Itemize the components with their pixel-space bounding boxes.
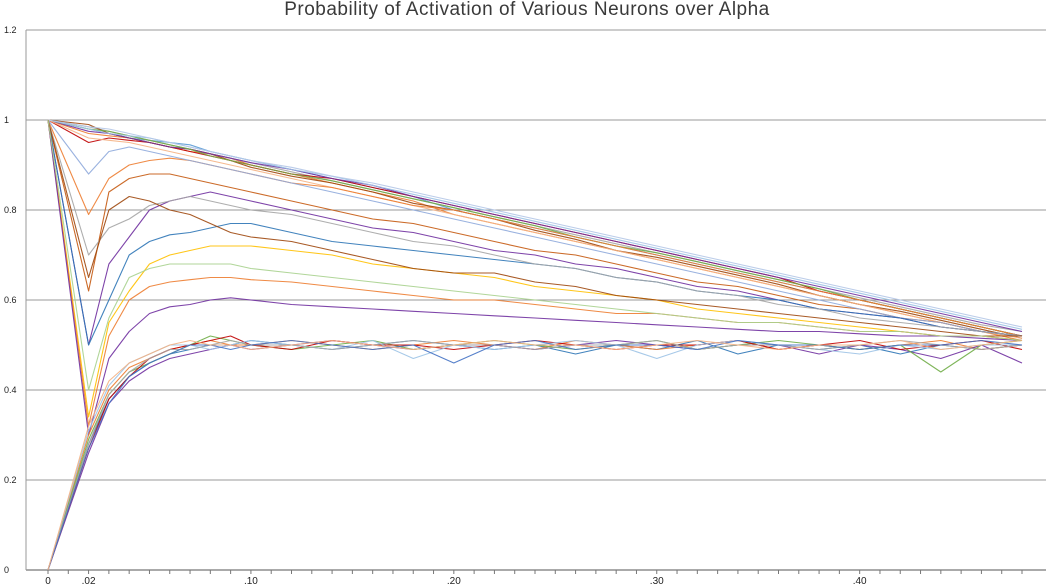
y-tick-label: 0.4 bbox=[4, 385, 17, 395]
x-tick-label: .10 bbox=[244, 576, 258, 587]
series-line-13 bbox=[47, 119, 1023, 337]
x-tick-label: .02 bbox=[82, 576, 96, 587]
series-line-15 bbox=[47, 119, 1023, 346]
x-tick-label: .40 bbox=[853, 576, 867, 587]
series-line-12 bbox=[47, 119, 1023, 337]
y-tick-label: 0.8 bbox=[4, 205, 17, 215]
series-line-27 bbox=[47, 339, 1022, 571]
series-line-17 bbox=[47, 119, 1023, 418]
series-line-24 bbox=[47, 339, 1023, 571]
series-line-9 bbox=[47, 119, 1023, 339]
series-line-18 bbox=[47, 119, 1023, 427]
x-tick-label: .20 bbox=[447, 576, 461, 587]
series-line-11 bbox=[47, 119, 1023, 337]
y-axis-ticks: 0 0.2 0.4 0.6 0.8 1 1.2 bbox=[4, 25, 17, 575]
series-line-10 bbox=[47, 119, 1023, 328]
y-tick-label: 0 bbox=[4, 565, 9, 575]
series-lines bbox=[47, 119, 1023, 571]
y-tick-label: 1 bbox=[4, 115, 9, 125]
series-line-23 bbox=[47, 339, 1023, 571]
x-tick-label: .30 bbox=[650, 576, 664, 587]
series-line-20 bbox=[47, 119, 1022, 337]
series-line-29 bbox=[47, 339, 1023, 571]
y-tick-label: 1.2 bbox=[4, 25, 17, 35]
series-line-6 bbox=[47, 119, 1023, 333]
series-line-28 bbox=[47, 339, 1023, 571]
series-line-30 bbox=[47, 339, 1023, 571]
series-line-8 bbox=[47, 119, 1023, 330]
series-line-16 bbox=[47, 119, 1023, 337]
y-tick-label: 0.2 bbox=[4, 475, 17, 485]
x-tick-label: 0 bbox=[45, 576, 51, 587]
series-line-21 bbox=[47, 119, 1023, 391]
series-line-26 bbox=[47, 335, 1023, 571]
series-line-25 bbox=[47, 335, 1023, 571]
series-line-7 bbox=[47, 119, 1023, 337]
x-axis-ticks: 0 .02 .10 .20 .30 .40 bbox=[45, 576, 867, 587]
series-line-19 bbox=[47, 119, 1023, 436]
series-line-22 bbox=[47, 339, 1023, 571]
chart-title: Probability of Activation of Various Neu… bbox=[284, 0, 770, 20]
gridlines bbox=[25, 29, 1046, 574]
y-tick-label: 0.6 bbox=[4, 295, 17, 305]
